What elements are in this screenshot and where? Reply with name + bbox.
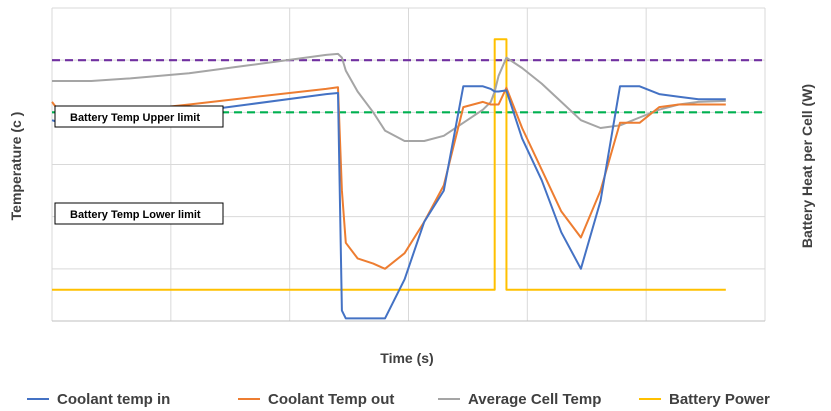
series-line-average-cell-temp — [52, 52, 726, 142]
reference-label-text: Battery Temp Upper limit — [70, 112, 200, 124]
legend-item-coolant-temp-in: Coolant temp in — [27, 388, 170, 410]
legend-label: Coolant Temp out — [268, 390, 395, 408]
legend-swatch — [238, 397, 260, 401]
legend-swatch — [438, 397, 460, 401]
series-line-battery-power — [52, 38, 726, 291]
reference-label-lower: Battery Temp Lower limit — [54, 202, 224, 225]
legend-item-coolant-temp-out: Coolant Temp out — [238, 388, 394, 410]
series-lines — [51, 38, 726, 320]
legend-swatch — [27, 397, 49, 401]
chart: Battery Temp Upper limit Battery Temp Low… — [8, 7, 815, 366]
legend-label: Battery Power — [669, 390, 770, 408]
legend-label: Average Cell Temp — [468, 390, 602, 408]
grid — [52, 7, 765, 322]
legend-item-average-cell-temp: Average Cell Temp — [438, 388, 601, 410]
reference-labels: Battery Temp Upper limit Battery Temp Low… — [54, 105, 224, 225]
reference-label-box — [54, 105, 224, 128]
legend-label: Coolant temp in — [57, 390, 171, 408]
legend: Coolant temp in Coolant Temp out Average… — [0, 388, 831, 410]
reference-label-box — [54, 202, 224, 225]
legend-swatch — [639, 397, 661, 401]
series-line-coolant-temp-out — [51, 86, 726, 270]
reference-label-text: Battery Temp Lower limit — [70, 209, 201, 221]
legend-item-battery-power: Battery Power — [639, 388, 770, 410]
x-axis-title: Time (s) — [380, 350, 433, 366]
y2-axis-title: Battery Heat per Cell (W) — [799, 84, 815, 248]
y-axis-title: Temperature (c ) — [8, 112, 24, 221]
reference-label-upper: Battery Temp Upper limit — [54, 105, 224, 128]
